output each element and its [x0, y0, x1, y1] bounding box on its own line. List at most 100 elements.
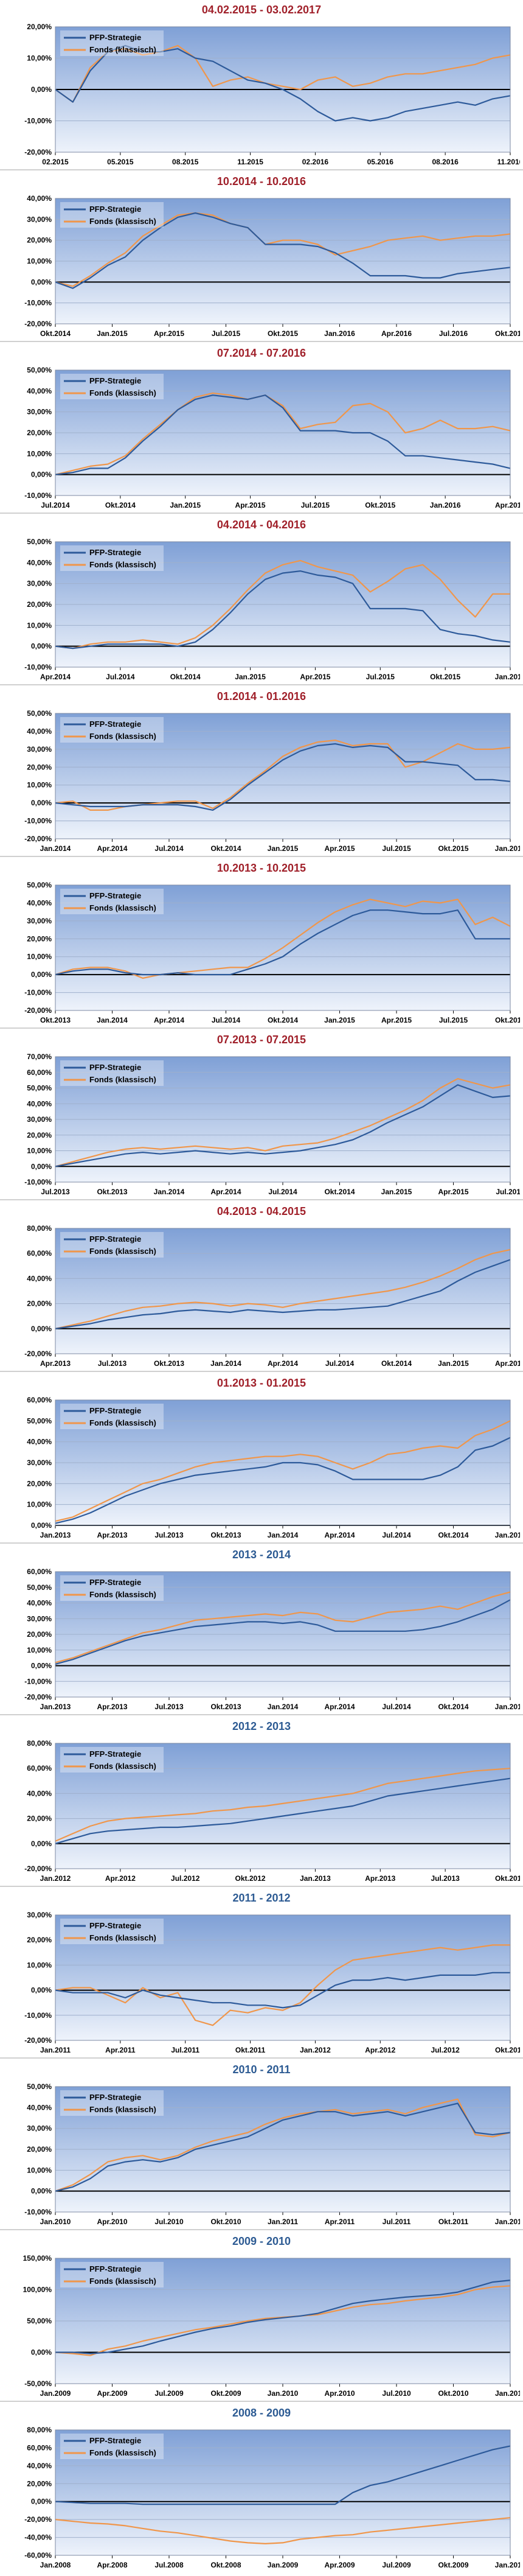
legend-label: PFP-Strategie	[89, 1234, 141, 1244]
x-tick-label: Apr.2015	[300, 673, 330, 681]
x-tick-label: Jul.2013	[41, 1188, 70, 1196]
chart-panel: 07.2013 - 07.2015 70,00% 60,00% 50,00% 40,00…	[0, 1030, 523, 1202]
y-tick-label: 80,00%	[27, 1224, 52, 1233]
plot-frame	[55, 1228, 511, 1354]
x-tick-label: Jul.2011	[383, 2217, 411, 2226]
x-tick-label: Jan.2014	[154, 1188, 185, 1196]
x-tick-label: Apr.2009	[97, 2389, 127, 2398]
x-tick-label: Okt.2015	[430, 673, 460, 681]
y-tick-label: 20,00%	[27, 763, 52, 771]
x-tick-label: Jul.2013	[431, 1874, 460, 1883]
y-tick-label: 20,00%	[27, 1815, 52, 1823]
y-tick-label: 30,00%	[27, 408, 52, 416]
legend: PFP-Strategie Fonds (klassisch)	[60, 1404, 164, 1429]
line-chart: 80,00%60,00%40,00%20,00%0,00%-20,00%Jan.…	[24, 1739, 520, 1883]
series-line-fonds-klassisch	[55, 44, 511, 103]
legend-label: PFP-Strategie	[89, 33, 141, 42]
legend-label: Fonds (klassisch)	[89, 732, 156, 741]
x-tick-label: Okt.2012	[235, 1874, 266, 1883]
x-tick-label: Jan.2015	[170, 501, 201, 509]
legend-label: Fonds (klassisch)	[89, 903, 156, 912]
line-chart: 70,00% 60,00% 50,00% 40,00% 30,00% 20,00% 10,0…	[24, 1052, 520, 1196]
y-tick-label: 30,00%	[27, 579, 52, 588]
x-tick-label: Jan.2016	[495, 673, 520, 681]
x-tick-label: 11.2015	[237, 158, 263, 166]
y-tick-label: 40,00%	[27, 1274, 52, 1283]
y-tick-label: -20,00%	[24, 835, 52, 843]
x-tick-label: Okt.2013	[210, 1531, 241, 1539]
x-tick-label: Jan.2011	[40, 2046, 71, 2054]
legend-label: Fonds (klassisch)	[89, 1418, 156, 1427]
chart-title: 04.2014 - 04.2016	[216, 519, 307, 531]
y-tick-label: 10,00%	[27, 621, 52, 629]
x-tick-label: Jul.2016	[439, 329, 468, 338]
legend: PFP-Strategie Fonds (klassisch)	[60, 717, 164, 743]
line-chart: 50,00% 40,00% 30,00% 20,00% 10,00% 0,00% -10,0…	[24, 709, 520, 853]
x-tick-label: 08.2015	[172, 158, 199, 166]
panel-divider	[0, 2401, 523, 2402]
x-tick-label: Apr.2014	[40, 673, 71, 681]
x-tick-label: Jan.2011	[268, 2217, 298, 2226]
chart-title: 2011 - 2012	[232, 1892, 291, 1904]
x-tick-label: 02.2015	[42, 158, 69, 166]
series-line-fonds-klassisch	[55, 1944, 510, 2026]
legend-label: PFP-Strategie	[89, 205, 141, 214]
y-tick-label: 10,00%	[27, 1147, 52, 1155]
y-tick-label: 10,00%	[27, 1646, 52, 1654]
x-tick-label: Jul.2009	[382, 2561, 411, 2569]
x-tick-label: Apr.2009	[324, 2561, 355, 2569]
legend: PFP-Strategie Fonds (klassisch)	[60, 1747, 164, 1773]
y-tick-label: 10,00%	[27, 449, 52, 458]
plot-frame	[55, 2258, 511, 2384]
chart-panel: 2009 - 2010 150,00% 100,00% 50,00% 0,00% -50,…	[0, 2231, 523, 2403]
y-tick-label: -10,00%	[24, 1677, 52, 1685]
y-tick-label: -20,00%	[24, 320, 52, 328]
y-tick-label: -10,00%	[24, 2011, 52, 2020]
y-tick-label: 10,00%	[27, 1500, 52, 1509]
x-tick-label: Apr.2012	[365, 2046, 395, 2054]
y-tick-label: -20,00%	[24, 1006, 52, 1015]
y-tick-label: 30,00%	[27, 1614, 52, 1623]
x-tick-label: Apr.2012	[105, 1874, 136, 1883]
plot-area	[55, 1228, 510, 1354]
x-tick-label: Okt.2013	[210, 1703, 241, 1711]
x-tick-label: 08.2016	[432, 158, 459, 166]
y-tick-label: -20,00%	[24, 148, 52, 156]
legend: PFP-Strategie Fonds (klassisch)	[60, 202, 164, 228]
plot-area	[55, 1915, 510, 2040]
series-line-pfp-strategie	[55, 909, 510, 976]
legend-label: PFP-Strategie	[89, 1063, 141, 1072]
x-tick-label: Apr.2013	[365, 1874, 395, 1883]
y-tick-label: 40,00%	[27, 558, 52, 567]
x-tick-label: Apr.2011	[325, 2217, 355, 2226]
x-tick-label: Okt.2014	[210, 844, 241, 853]
y-tick-label: 0,00%	[31, 1986, 52, 1995]
x-tick-label: Jul.2015	[439, 1016, 468, 1024]
y-tick-label: 10,00%	[27, 54, 52, 63]
y-tick-label: 60,00%	[27, 1396, 52, 1404]
x-tick-label: Jan.2015	[438, 1359, 469, 1368]
panel-divider	[0, 1542, 523, 1544]
line-chart: 40,00% 30,00% 20,00% 10,00% 0,00% -10,00% -20,…	[24, 194, 520, 338]
y-tick-label: 50,00%	[27, 537, 52, 546]
x-tick-label: Okt.2014	[438, 1703, 468, 1711]
legend-label: PFP-Strategie	[89, 2264, 141, 2273]
series-line-fonds-klassisch	[55, 559, 510, 649]
series-line-pfp-strategie	[55, 44, 511, 122]
y-tick-label: 100,00%	[23, 2286, 52, 2294]
y-tick-label: 0,00%	[31, 1162, 52, 1171]
x-tick-label: Jul.2010	[382, 2389, 411, 2398]
x-tick-label: 11.2016	[497, 158, 520, 166]
y-tick-label: 20,00%	[27, 429, 52, 437]
plot-frame	[55, 2429, 511, 2556]
y-tick-label: 60,00%	[27, 1764, 52, 1773]
x-tick-label: Jul.2012	[431, 2046, 460, 2054]
panel-divider	[0, 1714, 523, 1715]
x-tick-label: Jul.2014	[382, 1703, 411, 1711]
chart-title: 2013 - 2014	[232, 1549, 291, 1561]
x-tick-label: Okt.2013	[40, 1016, 71, 1024]
x-tick-label: Jul.2010	[154, 2217, 184, 2226]
chart-title: 2012 - 2013	[232, 1720, 291, 1732]
panel-divider	[0, 513, 523, 514]
x-tick-label: Okt.2015	[438, 844, 468, 853]
